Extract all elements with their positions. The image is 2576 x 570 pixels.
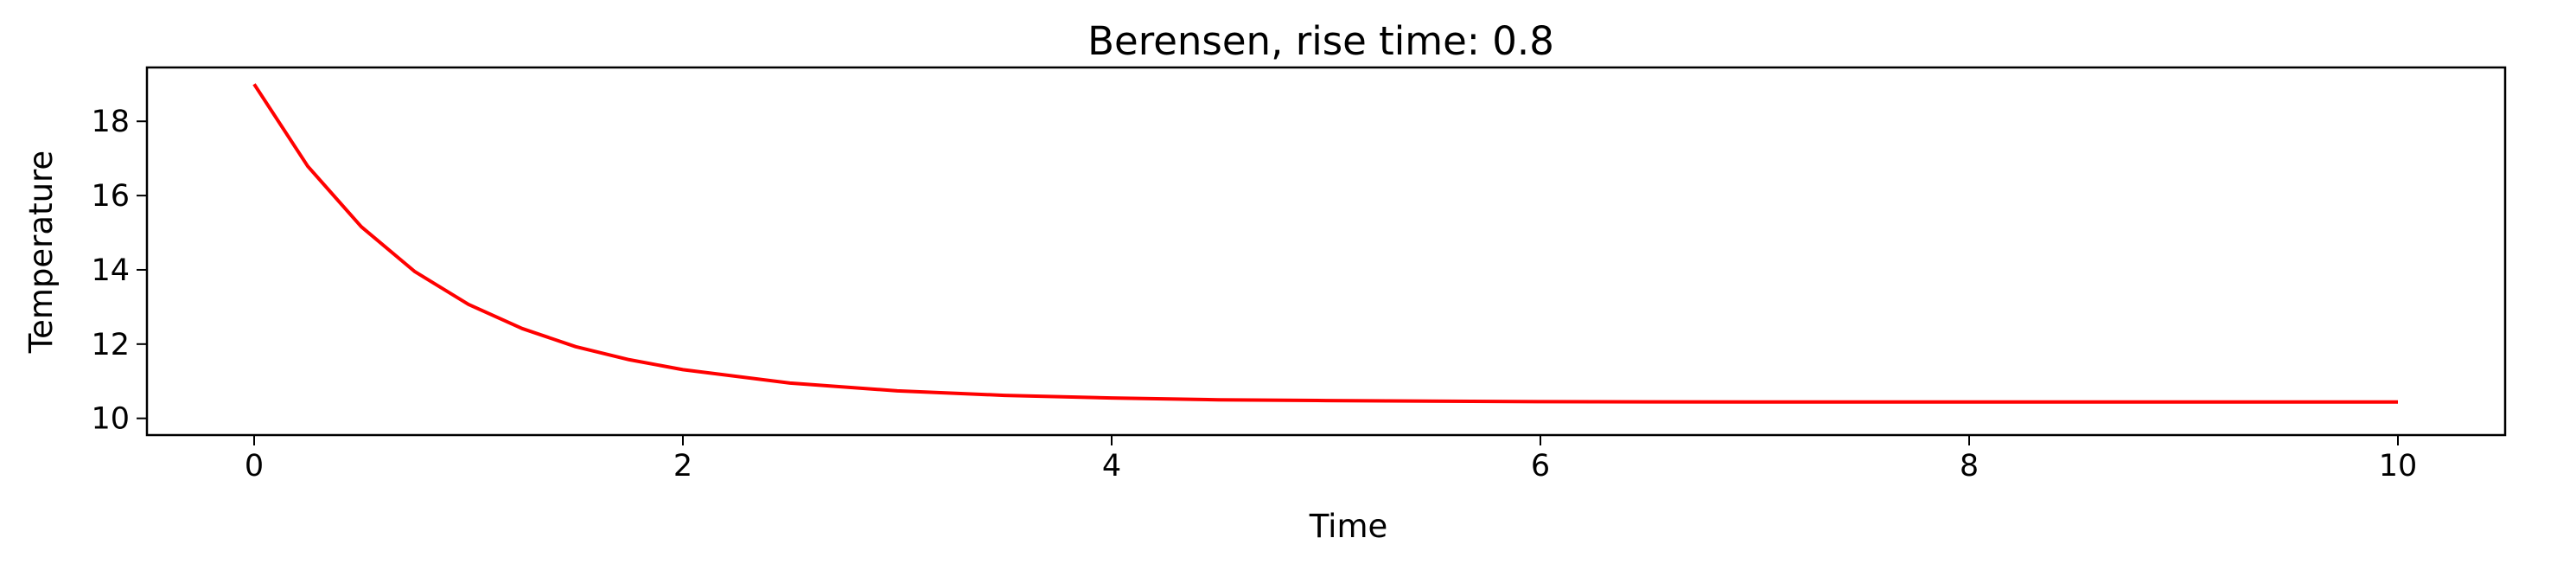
x-tick-label: 0 bbox=[245, 449, 264, 484]
x-tick-label: 2 bbox=[673, 449, 692, 484]
y-tick-label: 16 bbox=[91, 179, 130, 214]
y-tick-label: 10 bbox=[91, 402, 130, 437]
axis-ticks: 0 2 4 6 8 10 10 12 14 16 18 bbox=[91, 105, 2417, 484]
y-axis-label: Temperature bbox=[22, 151, 60, 354]
x-tick-label: 6 bbox=[1531, 449, 1550, 484]
plot-background bbox=[147, 67, 2505, 435]
temperature-line bbox=[252, 83, 2398, 404]
x-tick-label: 4 bbox=[1102, 449, 1121, 484]
x-tick-label: 8 bbox=[1960, 449, 1979, 484]
plot-frame bbox=[145, 66, 2507, 437]
chart-title: Berensen, rise time: 0.8 bbox=[1087, 18, 1554, 64]
y-tick-label: 14 bbox=[91, 253, 130, 288]
y-tick-label: 18 bbox=[91, 105, 130, 139]
y-tick-label: 12 bbox=[91, 328, 130, 362]
x-axis-label: Time bbox=[1309, 508, 1388, 545]
series-layer bbox=[252, 83, 2398, 404]
plot-area: 0 2 4 6 8 10 10 12 14 16 18 bbox=[91, 66, 2507, 484]
x-tick-label: 10 bbox=[2379, 449, 2418, 484]
